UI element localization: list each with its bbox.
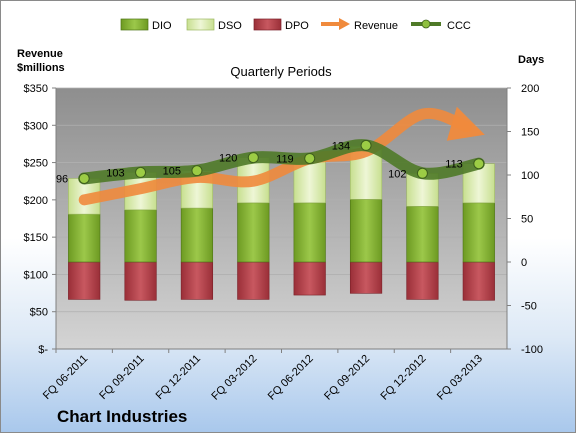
- bar-dpo: [349, 261, 383, 294]
- bar-dpo: [462, 261, 495, 301]
- x-axis: FQ 06-2011 FQ 09-2011 FQ 12-2011 FQ 03-2012…: [41, 348, 507, 403]
- bar-dio: [124, 209, 157, 263]
- ccc-point: [473, 158, 485, 170]
- bar-dpo: [124, 261, 157, 301]
- revenue-series: [78, 106, 485, 206]
- legend-arrow-revenue: [339, 18, 350, 30]
- bar-dpo: [180, 261, 214, 300]
- x-tick-label: FQ 09-2012: [322, 353, 372, 403]
- right-tick-label: -100: [521, 344, 543, 356]
- legend-label-ccc: CCC: [447, 20, 471, 32]
- ccc-data-label: 120: [219, 153, 237, 165]
- right-tick-label: 150: [521, 127, 539, 139]
- x-tick-label: FQ 06-2011: [41, 353, 90, 402]
- right-tick-label: 200: [521, 83, 539, 95]
- ccc-data-label: 105: [163, 166, 181, 178]
- legend-swatch-dio: [120, 18, 149, 31]
- left-axis-title-line2: $millions: [17, 62, 65, 74]
- left-tick-label: $50: [30, 307, 48, 319]
- revenue-arrowhead: [446, 106, 485, 141]
- x-tick-label: FQ 12-2012: [379, 353, 429, 403]
- chart-title: Quarterly Periods: [230, 64, 332, 79]
- right-axis: -100 -50 0 50 100 150 200: [506, 83, 543, 356]
- legend-label-dio: DIO: [152, 20, 172, 32]
- ccc-point: [78, 172, 90, 184]
- left-tick-label: $350: [24, 83, 48, 95]
- plot-area: [56, 88, 507, 349]
- legend: DIO DSO DPO Revenue CCC: [120, 18, 471, 32]
- right-tick-label: 50: [521, 214, 533, 226]
- legend-marker-ccc: [421, 19, 431, 29]
- ccc-data-label: 134: [332, 140, 350, 152]
- x-tick-label: FQ 09-2011: [97, 353, 146, 402]
- bar-dpo: [293, 261, 326, 296]
- ccc-data-label: 113: [445, 159, 463, 171]
- right-tick-label: 0: [521, 257, 527, 269]
- x-tick-label: FQ 06-2012: [266, 353, 316, 403]
- left-tick-label: $-: [38, 344, 48, 356]
- bar-dpo: [237, 261, 270, 300]
- right-axis-title: Days: [518, 54, 544, 66]
- bars-group: [68, 145, 495, 301]
- legend-swatch-dso: [186, 18, 215, 31]
- left-axis-title-line1: Revenue: [17, 48, 63, 60]
- bar-dio: [68, 213, 101, 263]
- left-tick-label: $100: [24, 269, 48, 281]
- right-tick-label: 100: [521, 170, 539, 182]
- legend-label-dpo: DPO: [285, 20, 309, 32]
- ccc-data-label: 119: [276, 153, 294, 165]
- left-tick-label: $200: [24, 195, 48, 207]
- bar-dio: [406, 206, 439, 263]
- ccc-point: [135, 166, 147, 178]
- bar-dio: [462, 202, 495, 263]
- left-tick-label: $300: [24, 120, 48, 132]
- ccc-point: [304, 152, 316, 164]
- ccc-point: [360, 139, 372, 151]
- legend-swatch-dpo: [253, 18, 282, 31]
- bar-dpo: [406, 261, 439, 300]
- x-tick-label: FQ 12-2011: [154, 353, 203, 402]
- left-tick-label: $250: [24, 158, 48, 170]
- x-tick-label: FQ 03-2013: [435, 353, 485, 403]
- left-axis: $- $50 $100 $150 $200 $250 $300 $350: [24, 83, 57, 356]
- ccc-point: [416, 167, 428, 179]
- ccc-point: [247, 152, 259, 164]
- right-tick-label: -50: [521, 301, 537, 313]
- bar-dio: [349, 199, 383, 263]
- legend-label-revenue: Revenue: [354, 20, 398, 32]
- ccc-series: 96 103 105 120 119 134 102 113: [56, 139, 485, 185]
- bar-dio: [180, 207, 214, 263]
- bar-dio: [237, 202, 270, 263]
- legend-label-dso: DSO: [218, 20, 242, 32]
- company-name: Chart Industries: [57, 407, 187, 426]
- ccc-point: [191, 165, 203, 177]
- ccc-data-label: 103: [106, 167, 124, 179]
- x-tick-label: FQ 03-2012: [209, 353, 259, 403]
- left-tick-label: $150: [24, 232, 48, 244]
- bar-dpo: [68, 261, 101, 300]
- revenue-line: [78, 107, 473, 206]
- bar-dio: [293, 202, 326, 263]
- ccc-data-label: 102: [388, 168, 406, 180]
- ccc-data-label: 96: [56, 173, 68, 185]
